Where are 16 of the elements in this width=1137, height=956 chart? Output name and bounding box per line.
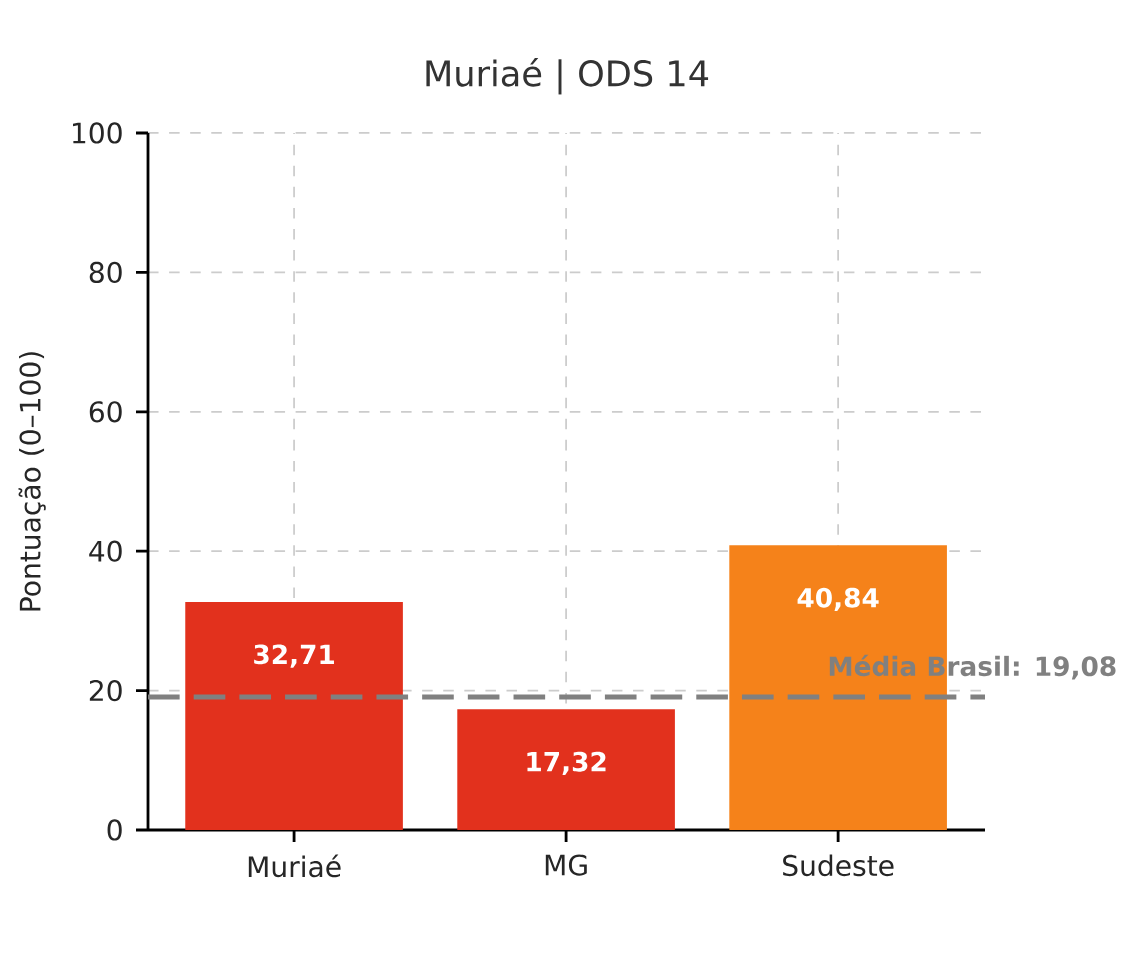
x-tick-label: Muriaé: [248, 854, 341, 878]
y-tick-label: 80: [89, 261, 122, 283]
chart-title: Muriaé | ODS 14: [426, 58, 709, 95]
y-tick-label: 60: [89, 401, 122, 423]
y-tick-label: 0: [107, 819, 122, 841]
bar: [457, 709, 675, 830]
y-tick-label: 40: [89, 540, 122, 562]
y-tick-label: 20: [89, 679, 122, 702]
data-label: 17,32: [527, 751, 606, 775]
y-tick-label: 100: [73, 122, 122, 144]
data-label: 40,84: [797, 587, 879, 612]
x-tick-label: Sudeste: [783, 854, 894, 877]
y-axis-title: Pontuação (0–100): [18, 352, 46, 611]
data-label: 32,71: [254, 644, 334, 668]
bar: [185, 601, 403, 830]
x-tick-label: MG: [545, 854, 587, 876]
